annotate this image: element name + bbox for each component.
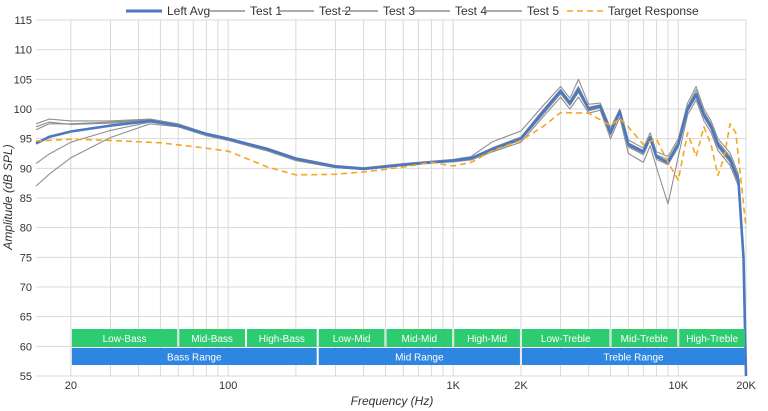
x-tick-label: 1K bbox=[446, 380, 460, 392]
x-tick-label: 100 bbox=[219, 380, 237, 392]
legend-label-test-2: Test 2 bbox=[319, 4, 351, 18]
range-band bbox=[179, 329, 245, 347]
y-tick-label: 70 bbox=[20, 282, 32, 294]
range-band-label: Mid-Bass bbox=[191, 334, 233, 345]
y-tick-label: 55 bbox=[20, 371, 32, 383]
y-tick-label: 65 bbox=[20, 312, 32, 324]
major-range-band bbox=[71, 348, 317, 365]
range-band bbox=[521, 329, 610, 347]
y-tick-labels: 55 60 65 70 75 80 85 90 95 100 105 110 115 bbox=[14, 15, 32, 383]
y-tick-label: 80 bbox=[20, 223, 32, 235]
legend-label-target-response: Target Response bbox=[608, 4, 699, 18]
y-tick-label: 105 bbox=[14, 74, 32, 86]
legend-label-test-4: Test 4 bbox=[455, 4, 487, 18]
y-tick-label: 90 bbox=[20, 163, 32, 175]
range-band-label: Low-Treble bbox=[541, 334, 591, 345]
y-tick-label: 100 bbox=[14, 104, 32, 116]
series-line-left-avg bbox=[35, 88, 748, 377]
major-range-band-label: Treble Range bbox=[603, 353, 664, 364]
y-tick-label: 95 bbox=[20, 134, 32, 146]
major-range-band bbox=[521, 348, 745, 365]
x-axis-label: Frequency (Hz) bbox=[351, 394, 434, 408]
major-range-band-label: Mid Range bbox=[395, 353, 444, 364]
y-tick-label: 110 bbox=[14, 45, 32, 57]
major-range-band bbox=[318, 348, 520, 365]
y-tick-label: 60 bbox=[20, 341, 32, 353]
range-band bbox=[679, 329, 745, 347]
range-band-label: Low-Bass bbox=[103, 334, 147, 345]
range-band-label: High-Mid bbox=[467, 334, 507, 345]
chart-series bbox=[35, 78, 748, 377]
y-axis-label: Amplitude (dB SPL) bbox=[1, 144, 15, 250]
range-band bbox=[454, 329, 520, 347]
frequency-bands: Low-Bass Mid-Bass High-Bass Low-Mid Mid-Mid H… bbox=[71, 329, 745, 365]
range-band bbox=[611, 329, 678, 347]
legend-label-test-3: Test 3 bbox=[383, 4, 415, 18]
x-tick-label: 2K bbox=[514, 380, 528, 392]
x-tick-labels: 20 100 1K 2K 10K 20K bbox=[65, 380, 757, 392]
y-tick-label: 115 bbox=[14, 15, 32, 27]
range-band bbox=[71, 329, 178, 347]
legend-label-test-1: Test 1 bbox=[250, 4, 282, 18]
range-band bbox=[246, 329, 317, 347]
range-band-label: Mid-Mid bbox=[402, 334, 438, 345]
chart-legend: Left Avg Test 1 Test 2 Test 3 Test 4 Test 5 Ta… bbox=[126, 4, 699, 18]
range-band-label: Mid-Treble bbox=[621, 334, 669, 345]
major-range-band-label: Bass Range bbox=[167, 353, 222, 364]
range-band bbox=[386, 329, 453, 347]
legend-label-left-avg: Left Avg bbox=[167, 4, 210, 18]
x-tick-label: 20 bbox=[65, 380, 77, 392]
range-band bbox=[318, 329, 385, 347]
x-tick-label: 20K bbox=[736, 380, 756, 392]
y-tick-label: 85 bbox=[20, 193, 32, 205]
range-band-label: High-Treble bbox=[686, 334, 738, 345]
chart-grid bbox=[36, 19, 747, 377]
legend-label-test-5: Test 5 bbox=[527, 4, 559, 18]
range-band-label: High-Bass bbox=[259, 334, 305, 345]
series-line-target-response bbox=[35, 111, 747, 228]
y-tick-label: 75 bbox=[20, 252, 32, 264]
x-tick-label: 10K bbox=[668, 380, 688, 392]
range-band-label: Low-Mid bbox=[333, 334, 371, 345]
